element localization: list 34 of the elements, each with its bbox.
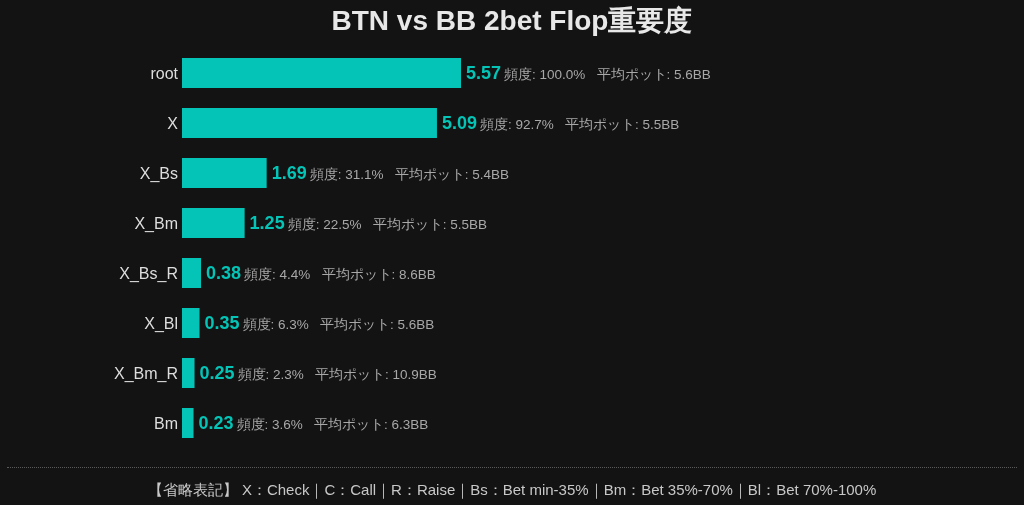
annotation: 頻度: 3.6% 平均ポット: 6.3BB (236, 416, 429, 432)
y-tick-label: Bm (154, 414, 178, 432)
data-label: 5.57 (466, 63, 502, 83)
bar (182, 158, 267, 188)
data-label: 0.38 (206, 263, 242, 283)
data-label: 0.35 (204, 313, 240, 333)
y-tick-label: X (167, 114, 179, 132)
bar (182, 358, 195, 388)
bar (182, 58, 461, 88)
annotation: 頻度: 31.1% 平均ポット: 5.4BB (309, 166, 509, 182)
bar (182, 408, 194, 438)
text: 【省略表記】 X：Check｜C：Call｜R：Raise｜Bs：Bet min-35%｜Bm：Bet 35%-70%｜Bl：Bet 70%-100% (146, 480, 878, 500)
text: 頻度: 92.7% 平均ポット: 5.5BB (479, 116, 680, 132)
text: 頻度: 100.0% 平均ポット: 5.6BB (504, 66, 711, 82)
data-label: 1.25 (249, 213, 285, 233)
bar (182, 108, 437, 138)
annotation: 頻度: 22.5% 平均ポット: 5.5BB (287, 216, 487, 232)
annotation: 頻度: 2.3% 平均ポット: 10.9BB (237, 366, 437, 382)
bar (182, 208, 245, 238)
y-tick-label: X_Bl (144, 314, 178, 333)
y-tick-label: X_Bs (139, 164, 178, 183)
bar (182, 308, 200, 338)
y-tick-label: root (150, 64, 179, 82)
annotation: 頻度: 4.4% 平均ポット: 8.6BB (244, 266, 436, 282)
data-label: 0.25 (199, 363, 235, 383)
data-label: 0.23 (198, 413, 234, 433)
data-label: 1.69 (271, 163, 307, 183)
bar (182, 258, 202, 288)
y-tick-label: X_Bm (134, 214, 178, 233)
y-tick-label: X_Bm_R (113, 364, 178, 383)
data-label: 5.09 (441, 113, 477, 133)
chart-title: BTN vs BB 2bet Flop重要度 (330, 4, 694, 38)
annotation: 頻度: 6.3% 平均ポット: 5.6BB (242, 316, 435, 332)
y-tick-label: X_Bs_R (119, 264, 178, 283)
